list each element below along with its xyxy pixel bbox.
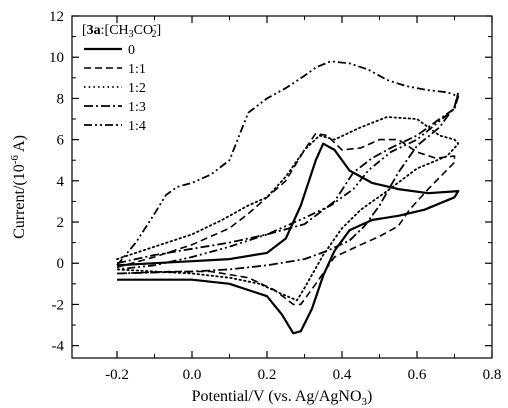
- x-tick-label: 0.6: [408, 367, 427, 383]
- series-line-2: [116, 116, 460, 302]
- x-tick-label: 0.4: [333, 367, 352, 383]
- x-axis-title-main: Potential/V (vs. Ag/AgNO: [192, 388, 362, 405]
- x-tick-label: 0.2: [258, 367, 277, 383]
- y-axis-title: Current/(10-6 A): [9, 135, 28, 239]
- x-axis-title: Potential/V (vs. Ag/AgNO3): [192, 388, 373, 408]
- series-line-4: [116, 60, 460, 271]
- x-tick-label: 0.0: [183, 367, 202, 383]
- y-axis-title-tail: A): [11, 135, 28, 155]
- legend-label-2: 1:2: [128, 81, 146, 96]
- y-tick-label: 10: [49, 50, 64, 66]
- legend-title-sup2: -: [153, 20, 156, 31]
- y-tick-label: 4: [57, 174, 65, 190]
- legend-title-sub2: 2: [151, 29, 156, 40]
- y-tick-label: -2: [52, 297, 65, 313]
- legend-title-sub1: 3: [129, 29, 134, 40]
- legend-label-1: 1:1: [128, 62, 146, 77]
- plot-frame: [71, 15, 493, 359]
- x-axis-title-tail: ): [367, 388, 372, 405]
- y-axis-title-main: Current/(10: [11, 164, 28, 239]
- legend-title-part2: CO: [134, 23, 153, 38]
- x-axis-title-sub: 3: [362, 396, 368, 408]
- series-line-0: [116, 142, 460, 335]
- legend-label-3: 1:3: [128, 100, 146, 115]
- series-layer: [116, 60, 460, 335]
- y-tick-label: 6: [57, 133, 65, 149]
- legend-title-compound: 3a: [87, 23, 101, 38]
- legend-title-part1: :[CH: [101, 23, 129, 38]
- y-axis-title-sup: -6: [9, 155, 21, 165]
- y-tick-label: 12: [49, 9, 64, 25]
- x-tick-label: 0.8: [483, 367, 502, 383]
- legend-title-open-bracket: [: [82, 23, 87, 38]
- y-tick-label: -4: [52, 339, 65, 355]
- legend: [3a:[CH3CO-2] 0 1:1 1:2 1:3 1:4: [82, 20, 161, 134]
- y-tick-label: 0: [57, 256, 65, 272]
- legend-title-part3: ]: [156, 23, 161, 38]
- x-tick-label: -0.2: [105, 367, 129, 383]
- legend-label-0: 0: [128, 43, 135, 58]
- y-tick-label: 2: [57, 215, 65, 231]
- y-tick-label: 8: [57, 91, 65, 107]
- series-line-3: [116, 91, 460, 275]
- legend-items: 0 1:1 1:2 1:3 1:4: [84, 43, 146, 134]
- legend-title: [3a:[CH3CO-2]: [82, 20, 161, 40]
- legend-label-4: 1:4: [128, 119, 146, 134]
